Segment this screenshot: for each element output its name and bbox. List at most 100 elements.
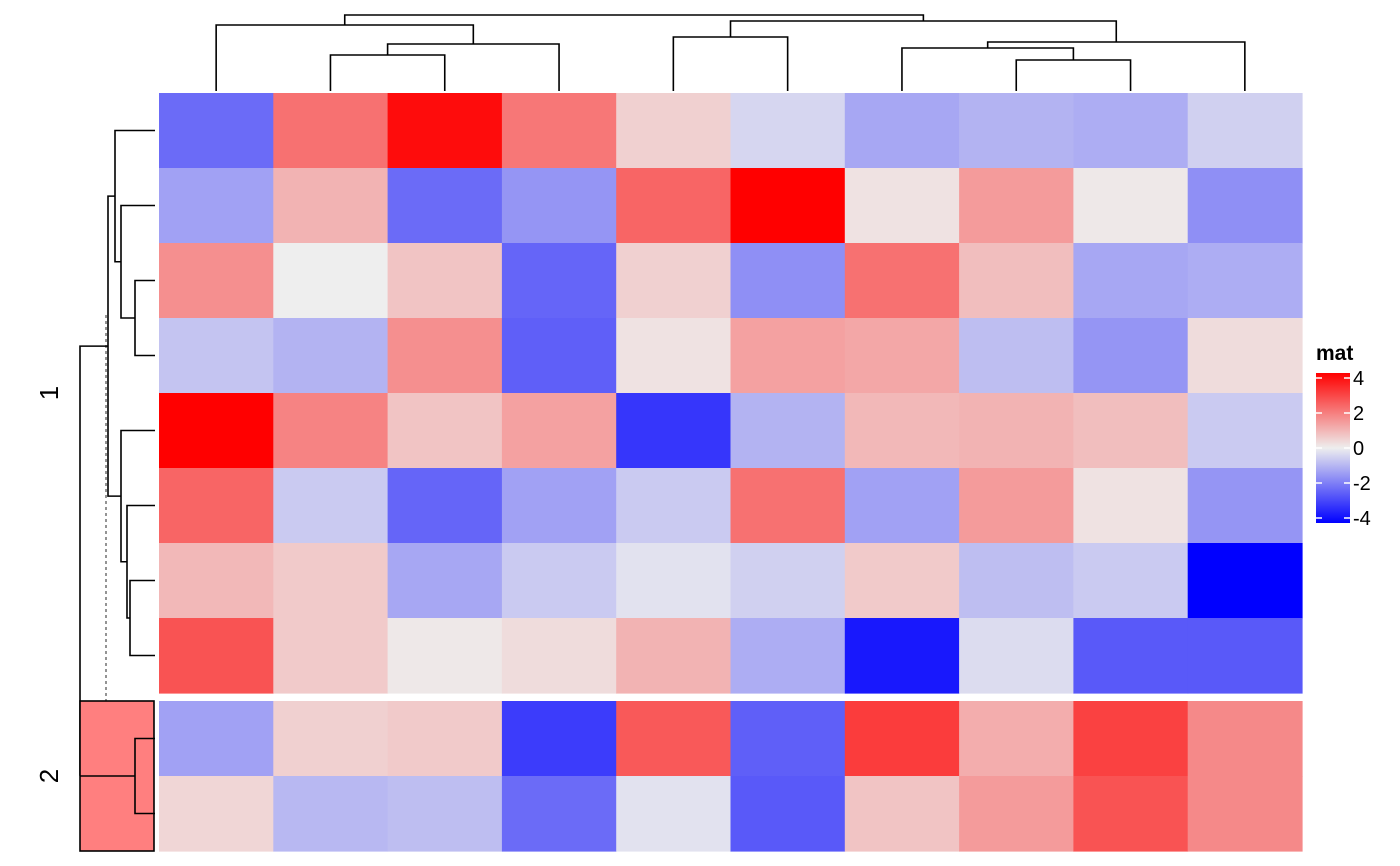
heatmap-cell xyxy=(273,393,389,469)
heatmap-cell xyxy=(844,468,960,544)
heatmap-cell xyxy=(501,393,617,469)
heatmap-cell xyxy=(1187,776,1303,852)
heatmap-cell xyxy=(159,701,274,777)
heatmap-cell xyxy=(616,776,732,852)
heatmap-cell xyxy=(159,618,274,694)
heatmap-cell xyxy=(730,618,846,694)
heatmap-cell xyxy=(959,618,1074,694)
row-dendrogram xyxy=(79,129,155,852)
heatmap-cell xyxy=(1187,468,1303,544)
legend-tick-label: 4 xyxy=(1353,368,1364,390)
heatmap-cell xyxy=(387,168,503,244)
heatmap-cell xyxy=(730,93,846,169)
heatmap-cell xyxy=(616,468,732,544)
heatmap-cell xyxy=(730,701,846,777)
heatmap-cell xyxy=(273,468,389,544)
heatmap-cell xyxy=(501,468,617,544)
heatmap-cell xyxy=(159,93,274,169)
heatmap-cell xyxy=(959,776,1074,852)
heatmap-cell xyxy=(730,468,846,544)
heatmap-cell xyxy=(616,701,732,777)
heatmap-cell xyxy=(387,776,503,852)
heatmap-cell xyxy=(387,393,503,469)
heatmap-cell xyxy=(273,776,389,852)
heatmap-cell xyxy=(1073,701,1189,777)
row-slice-label-2: 2 xyxy=(34,769,64,783)
heatmap-cell xyxy=(844,243,960,319)
heatmap-cell xyxy=(501,618,617,694)
heatmap-cell xyxy=(844,318,960,394)
heatmap-cell xyxy=(616,543,732,619)
heatmap-cells xyxy=(159,93,1303,852)
heatmap-cell xyxy=(844,618,960,694)
dendrogram-branch xyxy=(126,504,155,619)
heatmap-cell xyxy=(1073,543,1189,619)
row-slice-labels: 1 2 xyxy=(34,386,64,783)
dendrogram-branch xyxy=(134,279,155,357)
heatmap-cell xyxy=(844,701,960,777)
legend-tick-label: 0 xyxy=(1353,438,1364,460)
heatmap-cell xyxy=(1187,168,1303,244)
heatmap-cell xyxy=(1187,318,1303,394)
heatmap-cell xyxy=(616,318,732,394)
heatmap-cell xyxy=(501,243,617,319)
heatmap-cell xyxy=(959,93,1074,169)
heatmap-cell xyxy=(501,701,617,777)
heatmap-cell xyxy=(501,776,617,852)
legend-tick-label: -2 xyxy=(1353,473,1371,495)
heatmap-cell xyxy=(959,393,1074,469)
heatmap-cell xyxy=(273,168,389,244)
heatmap-cell xyxy=(616,393,732,469)
heatmap-cell xyxy=(1073,93,1189,169)
heatmap-cell xyxy=(501,543,617,619)
dendrogram-branch xyxy=(120,429,155,563)
heatmap-cell xyxy=(159,168,274,244)
heatmap-cell xyxy=(844,393,960,469)
heatmap-cell xyxy=(387,243,503,319)
legend-title: mat xyxy=(1316,342,1353,365)
heatmap-cell xyxy=(273,543,389,619)
heatmap-cell xyxy=(616,243,732,319)
dendrogram-branch xyxy=(672,36,789,91)
heatmap-cell xyxy=(730,543,846,619)
heatmap-cell xyxy=(730,243,846,319)
heatmap-cell xyxy=(1187,393,1303,469)
heatmap-cell xyxy=(1187,543,1303,619)
heatmap-cell xyxy=(273,243,389,319)
heatmap-cell xyxy=(273,93,389,169)
column-dendrogram xyxy=(215,14,1246,91)
heatmap-cell xyxy=(616,618,732,694)
heatmap-cell xyxy=(959,168,1074,244)
dendrogram-branch xyxy=(120,204,155,319)
heatmap-cell xyxy=(1187,93,1303,169)
color-legend: mat 4 2 0 -2 -4 xyxy=(1316,342,1371,530)
dendrogram-branch xyxy=(129,579,155,657)
heatmap-cell xyxy=(844,168,960,244)
heatmap-cell xyxy=(844,93,960,169)
heatmap-cell xyxy=(387,701,503,777)
heatmap-cell xyxy=(1073,776,1189,852)
heatmap-cell xyxy=(387,543,503,619)
heatmap-cell xyxy=(159,393,274,469)
row-slice-label-1: 1 xyxy=(34,386,64,400)
dendrogram-branch xyxy=(986,41,1246,91)
heatmap-cell xyxy=(844,776,960,852)
heatmap-cell xyxy=(959,543,1074,619)
heatmap-cell xyxy=(730,393,846,469)
heatmap-cell xyxy=(159,776,274,852)
heatmap-cell xyxy=(1187,701,1303,777)
heatmap-cell xyxy=(501,168,617,244)
dendrogram-branch xyxy=(329,54,446,91)
heatmap-cell xyxy=(387,318,503,394)
dendrogram-branch xyxy=(1015,59,1132,91)
heatmap-cell xyxy=(387,468,503,544)
heatmap-cell xyxy=(1187,243,1303,319)
heatmap-cell xyxy=(959,468,1074,544)
heatmap-cell xyxy=(1073,618,1189,694)
heatmap-cell xyxy=(1073,318,1189,394)
heatmap-cell xyxy=(616,168,732,244)
heatmap-cell xyxy=(844,543,960,619)
dendrogram-branch xyxy=(343,14,925,25)
legend-tick-label: -4 xyxy=(1353,508,1371,530)
